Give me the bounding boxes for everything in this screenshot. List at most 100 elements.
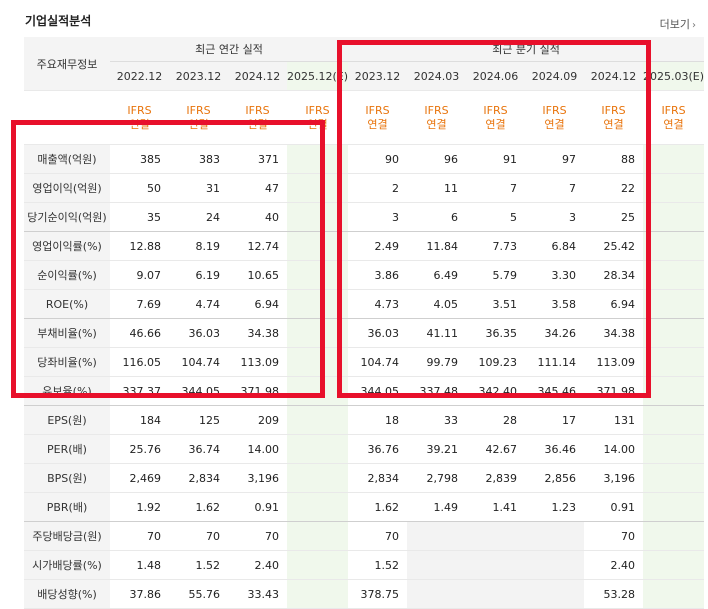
quarterly-value-cell: 3 — [525, 202, 585, 232]
annual-value-cell — [287, 521, 349, 551]
consolidated-label: 연결 — [307, 117, 328, 131]
row-label: 영업이익률(%) — [24, 231, 110, 261]
annual-value-cell — [287, 376, 349, 406]
annual-value-cell: 12.74 — [228, 231, 287, 261]
annual-value-cell — [287, 405, 349, 435]
annual-value-cell — [287, 434, 349, 464]
table-row: 유보율(%) 337.37 344.05 371.98 344.05 337.48 342.… — [24, 376, 705, 406]
annual-value-cell: 383 — [169, 144, 228, 174]
consolidated-label: 연결 — [544, 117, 565, 131]
annual-value-cell: 70 — [110, 521, 169, 551]
annual-value-cell: 125 — [169, 405, 228, 435]
header-row-label: 주요재무정보 — [24, 37, 110, 91]
quarterly-value-cell — [407, 550, 467, 580]
quarterly-value-cell: 99.79 — [407, 347, 467, 377]
row-label: 유보율(%) — [24, 376, 110, 406]
table-row: 영업이익률(%) 12.88 8.19 12.74 2.49 11.84 7.73 6.84 2… — [24, 231, 705, 261]
annual-value-cell: 50 — [110, 173, 169, 203]
ifrs-basis-cell: IFRS 연결 — [110, 90, 169, 145]
consolidated-label: 연결 — [426, 117, 447, 131]
row-label: PBR(배) — [24, 492, 110, 522]
quarterly-value-cell: 41.11 — [407, 318, 467, 348]
quarterly-value-cell: 53.28 — [584, 579, 644, 609]
annual-value-cell: 1.52 — [169, 550, 228, 580]
annual-value-cell — [287, 463, 349, 493]
consolidated-label: 연결 — [188, 117, 209, 131]
quarterly-value-cell: 70 — [584, 521, 644, 551]
annual-group-header: 최근 연간 실적 — [110, 37, 349, 62]
quarterly-value-cell: 342.40 — [466, 376, 526, 406]
annual-value-cell: 70 — [169, 521, 228, 551]
consolidated-label: 연결 — [129, 117, 150, 131]
annual-value-cell: 337.37 — [110, 376, 169, 406]
annual-value-cell: 2,469 — [110, 463, 169, 493]
quarterly-value-cell: 2,856 — [525, 463, 585, 493]
annual-value-cell: 47 — [228, 173, 287, 203]
quarterly-value-cell: 1.52 — [348, 550, 408, 580]
table-row: 매출액(억원) 385 383 371 90 96 91 97 88 — [24, 144, 705, 174]
annual-value-cell: 4.74 — [169, 289, 228, 319]
quarterly-value-cell: 33 — [407, 405, 467, 435]
annual-value-cell: 24 — [169, 202, 228, 232]
annual-value-cell — [287, 289, 349, 319]
annual-value-cell: 9.07 — [110, 260, 169, 290]
quarterly-value-cell: 109.23 — [466, 347, 526, 377]
quarterly-value-cell — [643, 173, 705, 203]
quarterly-value-cell — [643, 202, 705, 232]
quarterly-value-cell — [525, 521, 585, 551]
annual-value-cell: 35 — [110, 202, 169, 232]
more-link[interactable]: 더보기 › — [660, 16, 696, 32]
table-row: 주당배당금(원) 70 70 70 70 70 — [24, 521, 705, 551]
quarterly-value-cell — [643, 260, 705, 290]
quarterly-value-cell — [643, 434, 705, 464]
quarterly-value-cell: 11.84 — [407, 231, 467, 261]
row-label: 순이익률(%) — [24, 260, 110, 290]
row-label: 영업이익(억원) — [24, 173, 110, 203]
table-row: PBR(배) 1.92 1.62 0.91 1.62 1.49 1.41 1.23 0.91 — [24, 492, 705, 522]
annual-value-cell: 34.38 — [228, 318, 287, 348]
quarterly-value-cell — [525, 579, 585, 609]
annual-value-cell — [287, 231, 349, 261]
row-label: ROE(%) — [24, 289, 110, 319]
row-label: 당기순이익(억원) — [24, 202, 110, 232]
row-label: 주당배당금(원) — [24, 521, 110, 551]
ifrs-label: IFRS — [127, 103, 152, 117]
quarterly-value-cell: 70 — [348, 521, 408, 551]
annual-period-3: 2025.12(E) — [287, 61, 349, 91]
quarterly-value-cell — [643, 347, 705, 377]
annual-value-cell: 6.94 — [228, 289, 287, 319]
row-label: 시가배당률(%) — [24, 550, 110, 580]
consolidated-label: 연결 — [367, 117, 388, 131]
quarterly-value-cell: 6.94 — [584, 289, 644, 319]
ifrs-label: IFRS — [483, 103, 508, 117]
annual-value-cell: 104.74 — [169, 347, 228, 377]
table-row: PER(배) 25.76 36.74 14.00 36.76 39.21 42.67 36.4… — [24, 434, 705, 464]
quarterly-value-cell: 371.98 — [584, 376, 644, 406]
quarterly-value-cell: 4.05 — [407, 289, 467, 319]
quarterly-value-cell: 7 — [466, 173, 526, 203]
quarterly-value-cell: 3.86 — [348, 260, 408, 290]
ifrs-basis-cell: IFRS 연결 — [525, 90, 585, 145]
quarterly-value-cell: 17 — [525, 405, 585, 435]
quarterly-value-cell: 6 — [407, 202, 467, 232]
quarterly-group-header: 최근 분기 실적 — [348, 37, 705, 62]
quarterly-value-cell: 2,798 — [407, 463, 467, 493]
annual-period-2: 2024.12 — [228, 61, 287, 91]
more-link-label: 더보기 — [659, 18, 690, 31]
quarterly-value-cell: 3 — [348, 202, 408, 232]
quarterly-value-cell: 2.49 — [348, 231, 408, 261]
quarterly-value-cell: 378.75 — [348, 579, 408, 609]
annual-value-cell: 3,196 — [228, 463, 287, 493]
annual-value-cell: 1.48 — [110, 550, 169, 580]
annual-value-cell: 344.05 — [169, 376, 228, 406]
annual-value-cell: 2.40 — [228, 550, 287, 580]
quarterly-value-cell — [643, 231, 705, 261]
annual-value-cell: 36.74 — [169, 434, 228, 464]
quarterly-value-cell — [643, 405, 705, 435]
quarterly-period-0: 2023.12 — [348, 61, 408, 91]
quarterly-value-cell: 1.41 — [466, 492, 526, 522]
quarterly-value-cell: 88 — [584, 144, 644, 174]
quarterly-value-cell — [466, 550, 526, 580]
row-label: BPS(원) — [24, 463, 110, 493]
table-row: 배당성향(%) 37.86 55.76 33.43 378.75 53.28 — [24, 579, 705, 609]
